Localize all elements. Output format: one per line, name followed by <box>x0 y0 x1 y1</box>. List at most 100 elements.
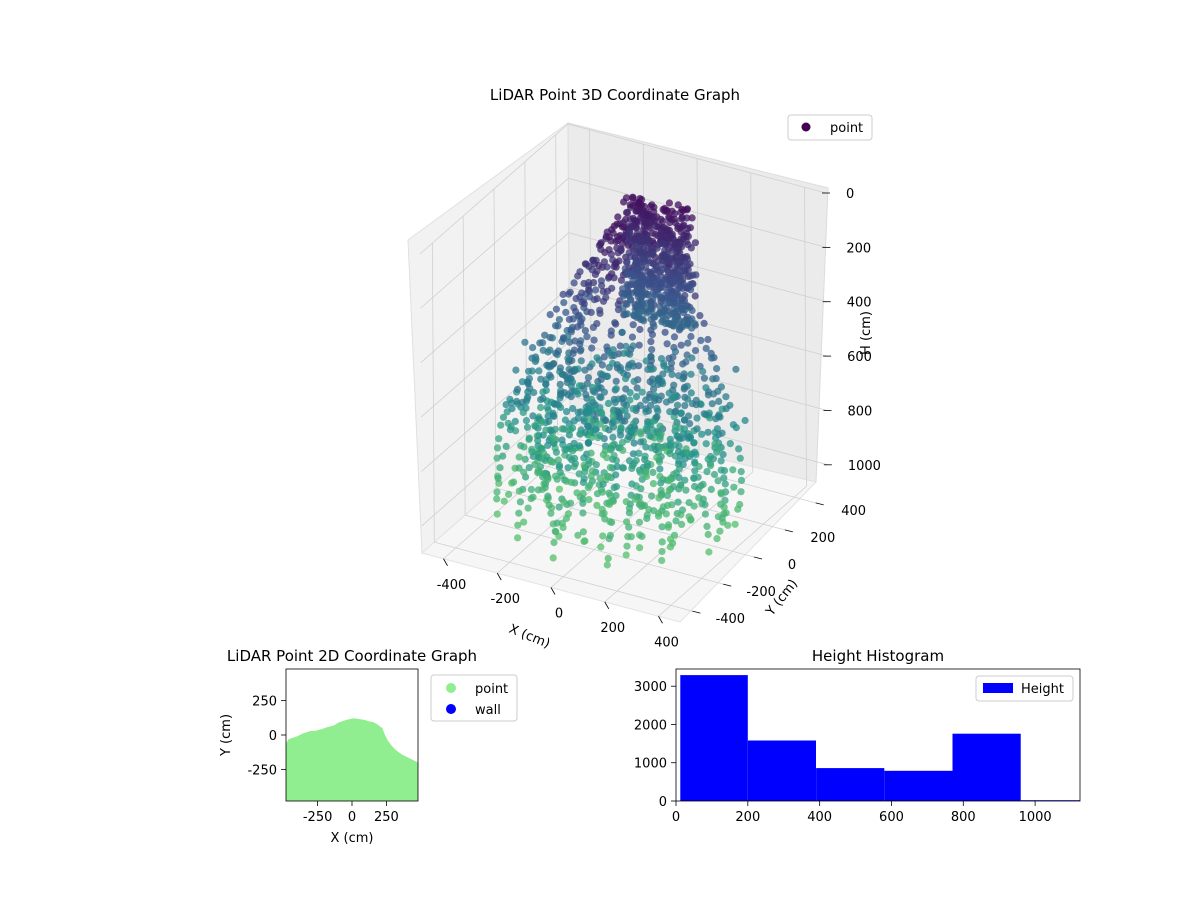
data-point <box>636 544 644 552</box>
data-point <box>622 551 630 559</box>
data-point <box>642 467 650 476</box>
data-point <box>537 418 546 427</box>
data-point <box>628 464 636 472</box>
data-point <box>611 398 619 407</box>
data-point <box>493 495 501 503</box>
data-point <box>657 430 665 438</box>
data-point <box>518 398 527 406</box>
data-point <box>649 480 658 488</box>
data-point <box>675 241 683 249</box>
data-point <box>663 365 671 374</box>
data-point <box>659 316 667 324</box>
data-point <box>580 385 588 393</box>
data-point <box>493 444 502 452</box>
data-point <box>655 494 663 502</box>
axes-3d: -400-2000200400-400-20002004000200400600… <box>437 187 881 650</box>
data-point <box>709 375 717 383</box>
x-tick-label: 0 <box>672 810 680 825</box>
data-point <box>591 405 599 413</box>
x-tick-label: -200 <box>490 592 520 607</box>
data-point <box>717 457 725 465</box>
data-point <box>507 423 515 431</box>
data-point <box>617 276 626 284</box>
data-point <box>677 409 685 417</box>
data-point <box>632 482 640 490</box>
data-point <box>588 383 597 392</box>
data-point <box>626 396 634 404</box>
data-point <box>525 464 533 472</box>
data-point <box>493 454 501 462</box>
data-point <box>714 513 723 521</box>
data-point <box>656 302 664 310</box>
data-point <box>620 369 628 377</box>
data-point <box>732 365 740 373</box>
legend-label-point: point <box>475 682 508 697</box>
data-point <box>659 240 667 248</box>
data-point <box>703 468 711 476</box>
data-point <box>554 322 562 330</box>
data-point <box>637 430 645 438</box>
points-3d <box>493 193 749 569</box>
data-point <box>547 362 555 370</box>
data-point <box>636 468 644 476</box>
data-point <box>662 398 671 406</box>
data-point <box>647 315 655 323</box>
data-point <box>675 465 684 473</box>
grid-line <box>420 286 828 418</box>
data-point <box>717 489 725 497</box>
data-point <box>563 408 571 416</box>
data-point <box>638 195 646 204</box>
data-point <box>539 455 548 463</box>
data-point <box>499 413 508 421</box>
scatter2d-ticks: -250 0 250 -250 0 250 <box>247 695 398 825</box>
data-point <box>536 339 544 347</box>
data-point <box>640 317 648 325</box>
data-point <box>653 404 661 412</box>
data-point <box>632 456 640 465</box>
data-point <box>677 341 685 349</box>
data-point <box>537 396 545 404</box>
histogram-bar <box>816 768 885 801</box>
data-point <box>624 363 632 372</box>
y-tick <box>784 529 793 533</box>
data-point <box>532 422 540 431</box>
data-point <box>691 320 699 328</box>
scatter3d-title: LiDAR Point 3D Coordinate Graph <box>490 86 740 104</box>
data-point <box>672 517 680 525</box>
x-tick <box>496 572 502 581</box>
data-point <box>556 380 564 388</box>
z-tick-label: 0 <box>846 187 854 202</box>
data-point <box>537 375 545 383</box>
data-point <box>581 327 590 335</box>
x-tick-label: 400 <box>807 810 832 825</box>
data-point <box>515 464 523 472</box>
grid-line <box>804 187 807 487</box>
data-point <box>596 420 604 428</box>
data-point <box>654 380 662 389</box>
data-point <box>574 272 582 280</box>
grid-line <box>431 243 435 543</box>
data-point <box>520 468 528 476</box>
data-point <box>593 320 601 328</box>
scatter2d-title: LiDAR Point 2D Coordinate Graph <box>227 647 477 665</box>
data-point <box>691 467 699 475</box>
data-point <box>588 360 596 368</box>
data-point <box>512 366 520 374</box>
data-point <box>513 385 522 393</box>
data-point <box>670 266 678 274</box>
data-point <box>658 556 666 565</box>
data-point <box>577 317 585 326</box>
data-point <box>704 455 712 463</box>
data-point <box>599 532 607 540</box>
data-point <box>690 474 698 482</box>
data-point <box>620 198 628 206</box>
legend-label-point: point <box>830 121 863 136</box>
histogram-legend: Height <box>975 675 1074 702</box>
data-point <box>520 518 528 526</box>
data-point <box>609 412 617 420</box>
data-point <box>675 278 683 286</box>
data-point <box>670 215 679 223</box>
data-point <box>547 509 555 517</box>
data-point <box>657 233 665 241</box>
data-point <box>614 300 622 308</box>
